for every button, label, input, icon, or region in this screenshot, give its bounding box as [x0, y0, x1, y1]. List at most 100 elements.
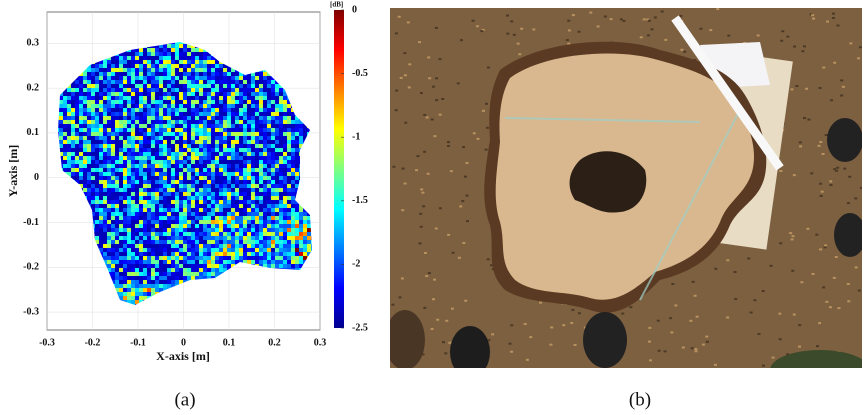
- heat-cell: [295, 284, 299, 288]
- heat-cell: [87, 84, 91, 88]
- heat-cell: [295, 252, 299, 256]
- heat-cell: [59, 124, 63, 128]
- heat-cell: [143, 192, 147, 196]
- heat-cell: [267, 276, 271, 280]
- heat-cell: [107, 240, 111, 244]
- heat-cell: [119, 72, 123, 76]
- heat-cell: [239, 52, 243, 56]
- speck: [753, 299, 756, 301]
- heat-cell: [159, 232, 163, 236]
- heat-cell: [275, 256, 279, 260]
- heat-cell: [163, 88, 167, 92]
- heat-cell: [151, 168, 155, 172]
- heat-cell: [275, 120, 279, 124]
- heat-cell: [59, 212, 63, 216]
- heat-cell: [163, 300, 167, 304]
- heat-cell: [235, 116, 239, 120]
- heat-cell: [287, 112, 291, 116]
- heat-cell: [71, 296, 75, 300]
- heat-cell: [55, 144, 59, 148]
- heat-cell: [267, 220, 271, 224]
- speck: [506, 33, 509, 35]
- heat-cell: [295, 204, 299, 208]
- heat-cell: [243, 232, 247, 236]
- heat-cell: [155, 304, 159, 308]
- heat-cell: [203, 96, 207, 100]
- heat-cell: [183, 176, 187, 180]
- heat-cell: [219, 128, 223, 132]
- heat-cell: [191, 208, 195, 212]
- heat-cell: [303, 80, 307, 84]
- heat-cell: [179, 64, 183, 68]
- heat-cell: [79, 216, 83, 220]
- heat-cell: [251, 80, 255, 84]
- heat-cell: [195, 288, 199, 292]
- heat-cell: [111, 112, 115, 116]
- heat-cell: [175, 228, 179, 232]
- heat-cell: [291, 168, 295, 172]
- heat-cell: [243, 288, 247, 292]
- heat-cell: [279, 80, 283, 84]
- heat-cell: [295, 160, 299, 164]
- speck: [568, 29, 571, 31]
- heat-cell: [163, 68, 167, 72]
- heat-cell: [147, 284, 151, 288]
- heat-cell: [187, 120, 191, 124]
- heat-cell: [163, 148, 167, 152]
- heat-cell: [67, 124, 71, 128]
- heat-cell: [231, 84, 235, 88]
- heat-cell: [291, 136, 295, 140]
- heat-cell: [163, 44, 167, 48]
- heat-cell: [83, 292, 87, 296]
- heat-cell: [251, 192, 255, 196]
- heat-cell: [243, 228, 247, 232]
- heat-cell: [187, 140, 191, 144]
- heat-cell: [219, 56, 223, 60]
- heat-cell: [307, 68, 311, 72]
- heat-cell: [99, 268, 103, 272]
- heat-cell: [271, 260, 275, 264]
- heat-cell: [175, 308, 179, 312]
- heat-cell: [87, 244, 91, 248]
- heat-cell: [271, 164, 275, 168]
- heat-cell: [159, 112, 163, 116]
- heat-cell: [255, 228, 259, 232]
- speck: [398, 16, 401, 18]
- heat-cell: [239, 116, 243, 120]
- heat-cell: [215, 104, 219, 108]
- heat-cell: [55, 88, 59, 92]
- heat-cell: [279, 60, 283, 64]
- speck: [442, 341, 445, 343]
- heat-cell: [195, 228, 199, 232]
- heat-cell: [295, 212, 299, 216]
- heat-cell: [147, 188, 151, 192]
- heat-cell: [163, 92, 167, 96]
- x-tick-label: -0.2: [85, 337, 101, 348]
- heat-cell: [255, 232, 259, 236]
- heat-cell: [243, 100, 247, 104]
- heat-cell: [75, 56, 79, 60]
- heat-cell: [187, 52, 191, 56]
- heat-cell: [91, 64, 95, 68]
- heat-cell: [219, 100, 223, 104]
- heat-cell: [247, 168, 251, 172]
- heat-cell: [83, 176, 87, 180]
- heat-cell: [199, 48, 203, 52]
- heat-cell: [55, 168, 59, 172]
- heat-cell: [79, 92, 83, 96]
- heat-cell: [143, 104, 147, 108]
- heat-cell: [163, 292, 167, 296]
- heat-cell: [179, 84, 183, 88]
- heat-cell: [151, 216, 155, 220]
- heat-cell: [71, 284, 75, 288]
- heat-cell: [203, 132, 207, 136]
- heat-cell: [307, 136, 311, 140]
- heat-cell: [243, 208, 247, 212]
- heat-cell: [195, 252, 199, 256]
- heat-cell: [171, 180, 175, 184]
- heat-cell: [243, 248, 247, 252]
- heat-cell: [167, 164, 171, 168]
- heat-cell: [215, 176, 219, 180]
- heat-cell: [291, 128, 295, 132]
- heat-cell: [271, 248, 275, 252]
